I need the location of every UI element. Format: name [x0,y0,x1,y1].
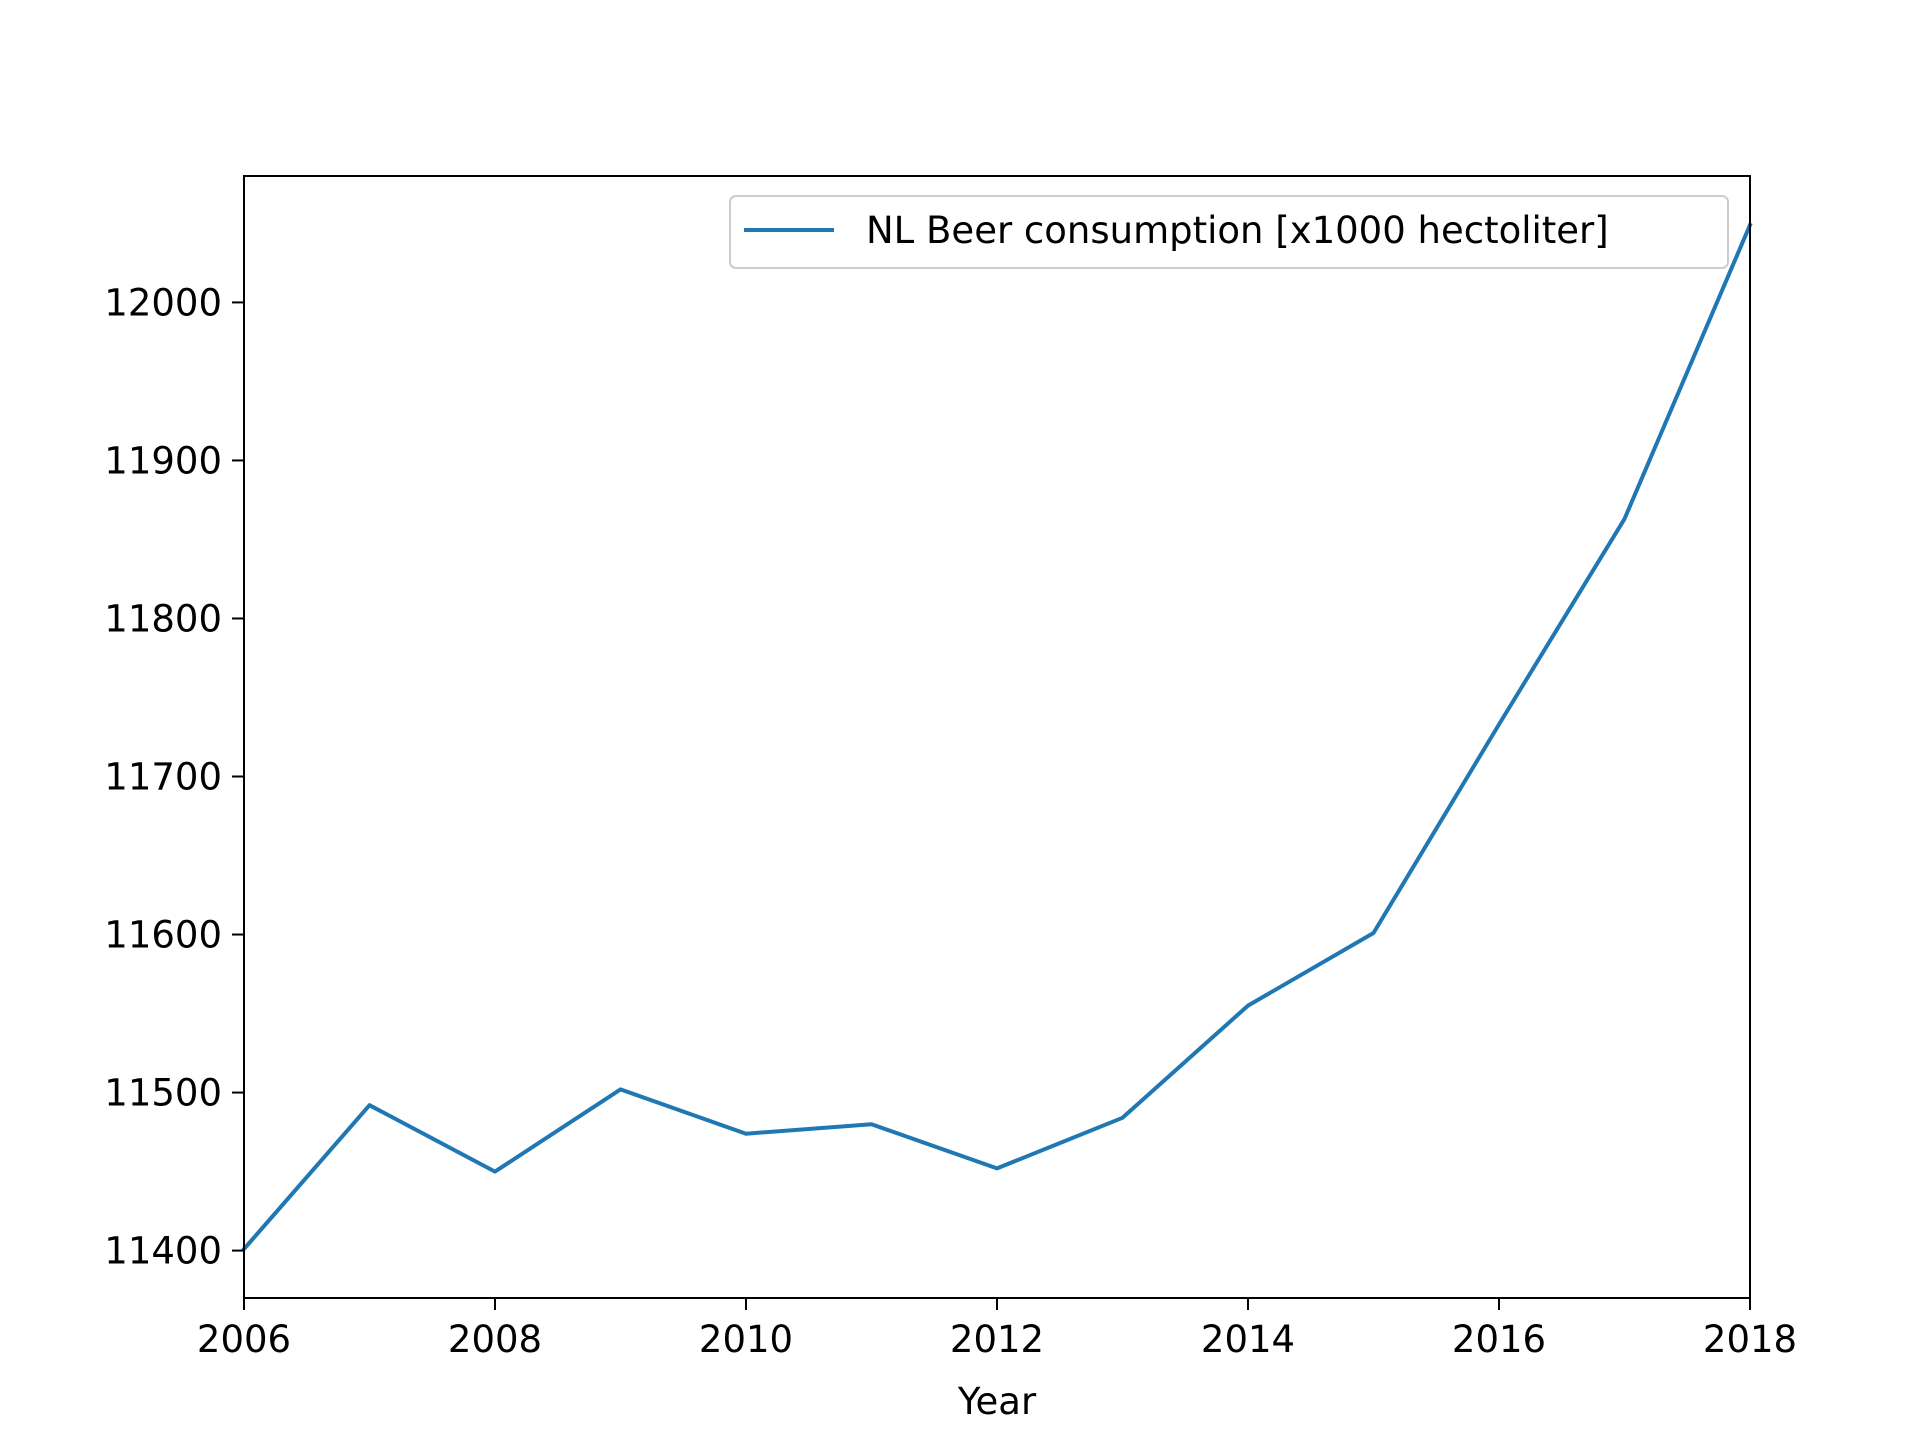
y-tick-label: 12000 [104,281,222,324]
axes-frame [243,175,1751,1299]
y-tick-label: 11600 [104,914,222,957]
x-axis: 2006 2008 2010 2012 2014 2016 2018 [197,1298,1797,1361]
y-tick-label: 11700 [104,756,222,799]
x-tick-label: 2012 [950,1318,1044,1361]
y-tick-label: 11900 [104,439,222,482]
plot-area [241,222,1753,1252]
x-tick-label: 2006 [197,1318,291,1361]
legend-label: NL Beer consumption [x1000 hectoliter] [866,209,1609,252]
x-axis-title: Year [957,1380,1037,1423]
y-tick-label: 11400 [104,1230,222,1273]
x-tick-label: 2018 [1703,1318,1797,1361]
x-tick-label: 2008 [448,1318,542,1361]
y-tick-label: 11500 [104,1072,222,1115]
x-tick-label: 2016 [1452,1318,1546,1361]
legend: NL Beer consumption [x1000 hectoliter] [729,195,1729,269]
x-tick-label: 2010 [699,1318,793,1361]
x-tick-label: 2014 [1201,1318,1295,1361]
y-axis: 11400 11500 11600 11700 11800 11900 12000 [104,281,244,1273]
legend-box [729,195,1729,269]
y-tick-label: 11800 [104,597,222,640]
series-line-0 [241,222,1753,1252]
